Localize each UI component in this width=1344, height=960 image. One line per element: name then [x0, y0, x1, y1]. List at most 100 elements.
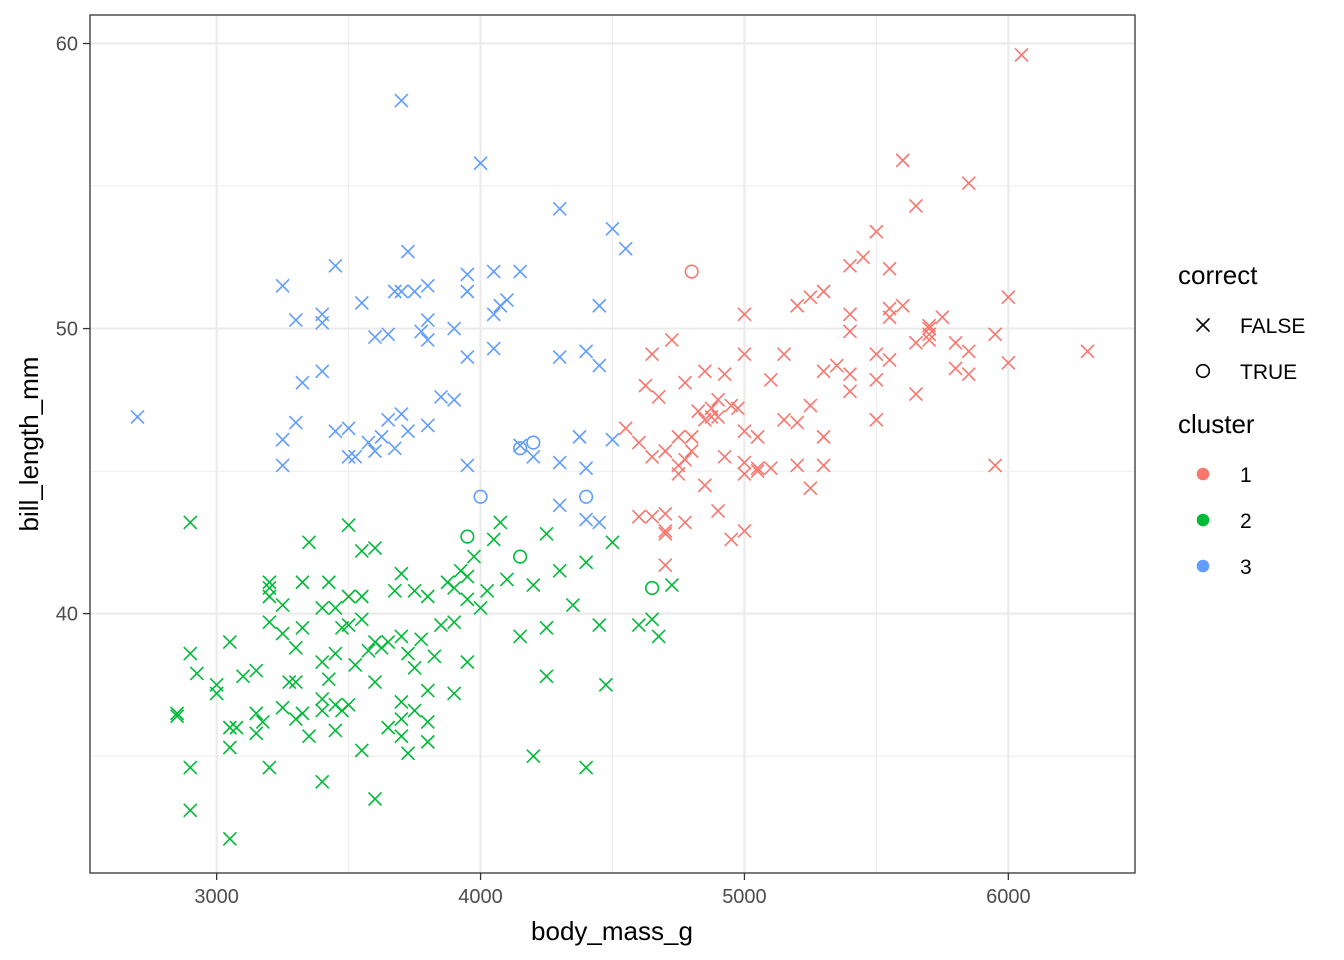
point-cluster-3-false [592, 298, 607, 313]
point-cluster-1-false [842, 367, 858, 382]
point-cluster-2-true [460, 529, 475, 544]
point-cluster-2-false [394, 694, 409, 710]
point-cluster-1-false [882, 352, 897, 367]
x-axis-title: body_mass_g [531, 916, 693, 946]
point-cluster-3-false [394, 93, 409, 108]
point-cluster-1-false [737, 307, 752, 322]
point-cluster-1-false [856, 250, 871, 265]
point-cluster-2-false [361, 643, 376, 658]
point-cluster-2-false [367, 540, 383, 556]
point-cluster-1-false [671, 466, 686, 481]
point-cluster-2-false [295, 620, 310, 635]
point-cluster-1-false [803, 398, 818, 413]
point-cluster-1-false [678, 515, 693, 530]
point-cluster-2-false [222, 740, 237, 755]
legend-label-FALSE: FALSE [1240, 315, 1305, 338]
point-cluster-2-false [539, 526, 554, 541]
point-cluster-2-false [262, 615, 277, 630]
point-cluster-2-false [328, 723, 343, 738]
point-cluster-2-false [407, 660, 422, 675]
point-cluster-2-false [420, 683, 435, 698]
legend-key-cluster-2 [1196, 513, 1210, 527]
point-cluster-3-true [473, 489, 488, 504]
point-cluster-1-false [763, 461, 778, 476]
point-cluster-2-false [433, 617, 449, 633]
point-cluster-1-false [829, 358, 844, 373]
point-cluster-1-false [710, 409, 726, 424]
point-cluster-2-false [255, 714, 270, 729]
point-cluster-2-false [447, 686, 462, 701]
point-cluster-1-false [697, 364, 712, 379]
point-cluster-2-false [460, 592, 475, 607]
point-cluster-1-false [651, 389, 666, 405]
point-cluster-1-false [842, 324, 858, 339]
point-cluster-1-false [730, 401, 745, 416]
point-cluster-1-false [724, 532, 739, 547]
point-cluster-1-false [1080, 344, 1095, 359]
point-cluster-1-false [816, 284, 831, 299]
point-cluster-1-false [922, 327, 937, 342]
point-cluster-2-false [367, 674, 383, 690]
point-cluster-1-false [737, 424, 752, 439]
point-cluster-1-false [737, 466, 752, 481]
panel-border [89, 14, 1136, 874]
point-cluster-2-false [328, 646, 343, 661]
point-cluster-1-false [922, 321, 937, 336]
point-cluster-1-false [750, 429, 765, 444]
point-cluster-2-false [275, 597, 290, 613]
point-cluster-2-false [400, 646, 416, 661]
point-cluster-2-false [170, 709, 185, 724]
point-cluster-2-false [394, 729, 409, 744]
point-cluster-1-false [750, 461, 765, 476]
point-cluster-1-false [922, 332, 937, 348]
legend-key-cross [1195, 317, 1211, 333]
point-cluster-3-false [460, 458, 475, 473]
point-cluster-1-false [737, 347, 752, 362]
point-cluster-1-false [618, 421, 633, 436]
point-cluster-2-false [394, 566, 409, 581]
x-tick-label: 4000 [458, 886, 503, 908]
point-cluster-2-false [645, 612, 660, 627]
legend-title-cluster: cluster [1178, 409, 1255, 439]
point-cluster-1-false [750, 464, 765, 479]
point-cluster-1-false [842, 258, 858, 273]
point-cluster-2-false [400, 746, 416, 761]
point-cluster-3-false [592, 358, 607, 373]
point-cluster-2-false [387, 583, 402, 598]
point-cluster-3-false [552, 455, 567, 470]
point-cluster-2-false [354, 543, 369, 558]
point-cluster-1-true [684, 264, 699, 279]
point-cluster-3-false [552, 349, 567, 365]
point-cluster-1-false [691, 404, 706, 419]
point-cluster-2-false [651, 629, 666, 644]
point-cluster-3-false [420, 418, 435, 433]
point-cluster-2-false [598, 677, 613, 692]
point-cluster-2-false [414, 632, 429, 647]
point-cluster-2-false [183, 646, 198, 661]
point-cluster-3-false [460, 349, 475, 365]
point-cluster-3-false [341, 421, 356, 436]
point-cluster-3-false [315, 364, 330, 379]
point-cluster-1-false [882, 310, 897, 325]
point-cluster-1-false [664, 332, 679, 348]
point-cluster-2-false [301, 535, 317, 550]
point-cluster-3-false [579, 512, 594, 527]
legend-label-3: 3 [1240, 556, 1252, 579]
point-cluster-3-false [486, 264, 501, 279]
point-cluster-2-false [420, 734, 435, 749]
point-cluster-1-false [935, 310, 950, 325]
point-cluster-2-false [222, 831, 237, 846]
point-cluster-3-false [420, 312, 435, 328]
legend: correct FALSE TRUE cluster 1 2 3 [1178, 260, 1305, 579]
point-cluster-1-false [776, 412, 792, 427]
point-cluster-1-false [1001, 290, 1016, 305]
point-cluster-1-false [842, 384, 858, 399]
point-cluster-2-false [513, 629, 528, 644]
point-cluster-2-false [183, 760, 198, 775]
point-cluster-2-false [262, 589, 277, 604]
point-cluster-3-false [447, 392, 462, 407]
point-cluster-1-false [658, 506, 673, 521]
point-cluster-1-false [908, 335, 924, 350]
point-cluster-2-false [447, 580, 462, 596]
point-cluster-2-false [249, 706, 264, 721]
